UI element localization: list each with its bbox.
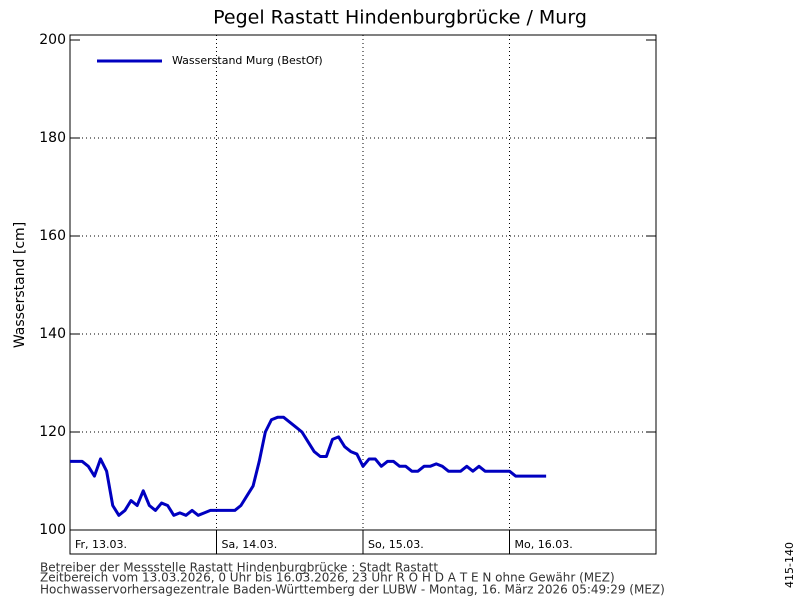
- x-tick-label: So, 15.03.: [368, 538, 424, 551]
- y-tick-label: 180: [39, 130, 66, 146]
- plot-frame: [69, 34, 657, 555]
- y-axis-label: Wasserstand [cm]: [12, 222, 28, 348]
- y-tick-label: 100: [39, 522, 66, 538]
- x-tick-label: Mo, 16.03.: [515, 538, 573, 551]
- y-tick-label: 140: [39, 326, 66, 342]
- legend-label: Wasserstand Murg (BestOf): [172, 54, 323, 67]
- footer-line: Hochwasservorhersagezentrale Baden-Württ…: [40, 583, 665, 597]
- y-tick-label: 160: [39, 228, 66, 244]
- chart-title: Pegel Rastatt Hindenburgbrücke / Murg: [213, 7, 587, 29]
- x-tick-label: Fr, 13.03.: [75, 538, 127, 551]
- data-line: [70, 415, 547, 517]
- y-tick-label: 200: [39, 32, 66, 48]
- y-tick-label: 120: [39, 424, 66, 440]
- footer-line: Betreiber der Messstelle Rastatt Hindenb…: [40, 561, 438, 575]
- x-tick-label: Sa, 14.03.: [222, 538, 278, 551]
- chart-code: 415-140: [783, 542, 796, 588]
- footer-line: Zeitbereich vom 13.03.2026, 0 Uhr bis 16…: [40, 571, 615, 585]
